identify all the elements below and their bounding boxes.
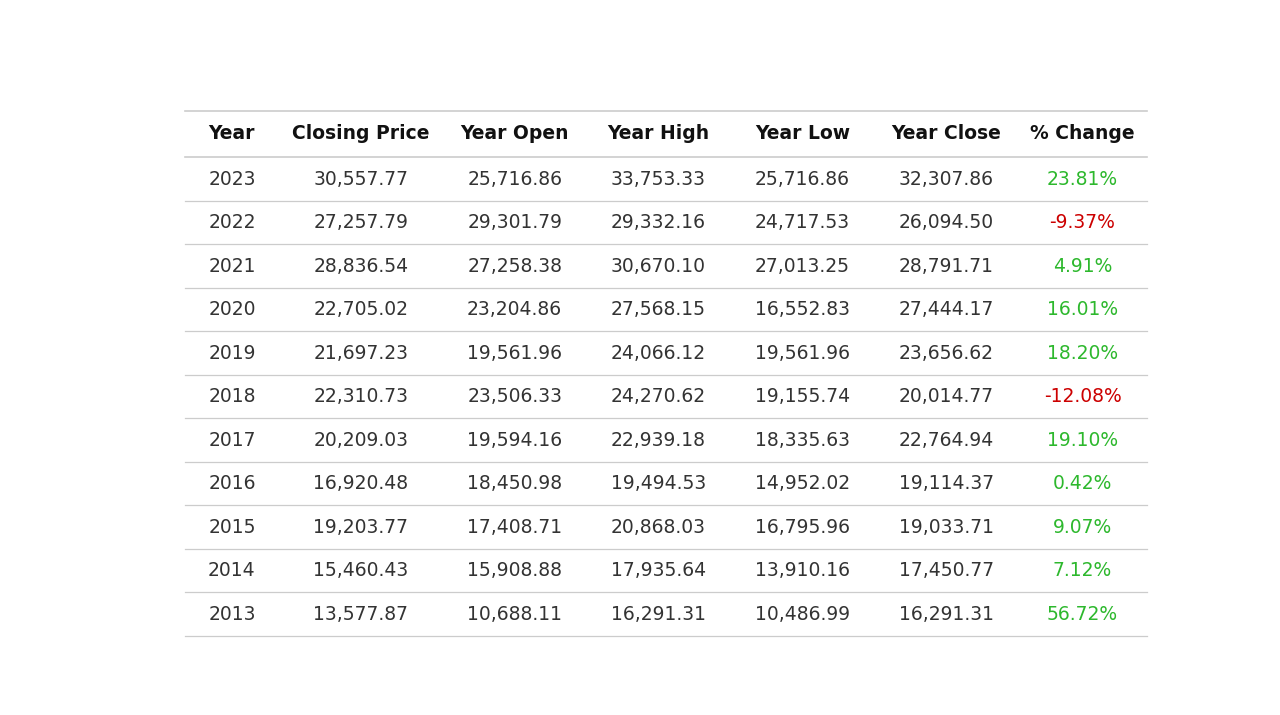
Text: Closing Price: Closing Price <box>292 124 430 144</box>
Text: 22,705.02: 22,705.02 <box>314 300 408 319</box>
Text: Year Close: Year Close <box>891 124 1001 144</box>
Text: 29,332.16: 29,332.16 <box>611 213 707 232</box>
Text: 14,952.02: 14,952.02 <box>755 474 850 493</box>
Text: 13,577.87: 13,577.87 <box>314 605 408 623</box>
Text: 22,764.94: 22,764.94 <box>899 430 993 450</box>
Text: 30,670.10: 30,670.10 <box>611 257 707 275</box>
Text: 19,155.74: 19,155.74 <box>755 387 850 406</box>
Text: % Change: % Change <box>1030 124 1135 144</box>
Text: Year Low: Year Low <box>755 124 850 144</box>
Text: 25,716.86: 25,716.86 <box>755 169 850 189</box>
Text: 2023: 2023 <box>209 169 256 189</box>
Text: Year: Year <box>209 124 255 144</box>
Text: 18,335.63: 18,335.63 <box>755 430 850 450</box>
Text: 25,716.86: 25,716.86 <box>467 169 562 189</box>
Text: 56.72%: 56.72% <box>1047 605 1119 623</box>
Text: 2015: 2015 <box>209 518 256 536</box>
Text: 22,939.18: 22,939.18 <box>611 430 707 450</box>
Text: 29,301.79: 29,301.79 <box>467 213 562 232</box>
Text: 20,014.77: 20,014.77 <box>899 387 993 406</box>
Text: -9.37%: -9.37% <box>1050 213 1115 232</box>
Text: 18.20%: 18.20% <box>1047 344 1119 363</box>
Text: 27,258.38: 27,258.38 <box>467 257 562 275</box>
Text: 16,291.31: 16,291.31 <box>899 605 993 623</box>
Text: 17,408.71: 17,408.71 <box>467 518 562 536</box>
Text: 2021: 2021 <box>209 257 256 275</box>
Text: 2017: 2017 <box>209 430 256 450</box>
Text: 19,203.77: 19,203.77 <box>314 518 408 536</box>
Text: 0.42%: 0.42% <box>1053 474 1112 493</box>
Text: 17,935.64: 17,935.64 <box>611 561 707 580</box>
Text: 19,561.96: 19,561.96 <box>467 344 562 363</box>
Text: 15,908.88: 15,908.88 <box>467 561 562 580</box>
Text: 2020: 2020 <box>209 300 256 319</box>
Text: 21,697.23: 21,697.23 <box>314 344 408 363</box>
Text: 16,552.83: 16,552.83 <box>755 300 850 319</box>
Text: 20,209.03: 20,209.03 <box>314 430 408 450</box>
Text: 10,688.11: 10,688.11 <box>467 605 562 623</box>
Text: 23,506.33: 23,506.33 <box>467 387 562 406</box>
Text: 2013: 2013 <box>209 605 256 623</box>
Text: 27,568.15: 27,568.15 <box>611 300 707 319</box>
Text: 27,013.25: 27,013.25 <box>755 257 850 275</box>
Text: 7.12%: 7.12% <box>1053 561 1112 580</box>
Text: 19,561.96: 19,561.96 <box>755 344 850 363</box>
Text: 4.91%: 4.91% <box>1053 257 1112 275</box>
Text: Year High: Year High <box>608 124 709 144</box>
Text: -12.08%: -12.08% <box>1043 387 1121 406</box>
Text: 19,494.53: 19,494.53 <box>611 474 707 493</box>
Text: 17,450.77: 17,450.77 <box>899 561 993 580</box>
Text: 19,594.16: 19,594.16 <box>467 430 562 450</box>
Text: 27,444.17: 27,444.17 <box>899 300 993 319</box>
Text: 30,557.77: 30,557.77 <box>314 169 408 189</box>
Text: 20,868.03: 20,868.03 <box>611 518 707 536</box>
Text: 2019: 2019 <box>209 344 256 363</box>
Text: 27,257.79: 27,257.79 <box>314 213 408 232</box>
Text: 16.01%: 16.01% <box>1047 300 1119 319</box>
Text: 23,204.86: 23,204.86 <box>467 300 562 319</box>
Text: 2022: 2022 <box>209 213 256 232</box>
Text: 16,795.96: 16,795.96 <box>755 518 850 536</box>
Text: 23,656.62: 23,656.62 <box>899 344 993 363</box>
Text: 2018: 2018 <box>209 387 256 406</box>
Text: 9.07%: 9.07% <box>1053 518 1112 536</box>
Text: 22,310.73: 22,310.73 <box>314 387 408 406</box>
Text: 28,791.71: 28,791.71 <box>899 257 993 275</box>
Text: 33,753.33: 33,753.33 <box>611 169 707 189</box>
Text: 16,920.48: 16,920.48 <box>314 474 408 493</box>
Text: 2014: 2014 <box>209 561 256 580</box>
Text: 13,910.16: 13,910.16 <box>755 561 850 580</box>
Text: 32,307.86: 32,307.86 <box>899 169 993 189</box>
Text: 24,270.62: 24,270.62 <box>611 387 707 406</box>
Text: 26,094.50: 26,094.50 <box>899 213 993 232</box>
Text: 15,460.43: 15,460.43 <box>314 561 408 580</box>
Text: 19,033.71: 19,033.71 <box>899 518 993 536</box>
Text: 10,486.99: 10,486.99 <box>755 605 850 623</box>
Text: 19.10%: 19.10% <box>1047 430 1119 450</box>
Text: 23.81%: 23.81% <box>1047 169 1119 189</box>
Text: 28,836.54: 28,836.54 <box>314 257 408 275</box>
Text: 16,291.31: 16,291.31 <box>611 605 707 623</box>
Text: 2016: 2016 <box>209 474 256 493</box>
Text: 24,717.53: 24,717.53 <box>755 213 850 232</box>
Text: Year Open: Year Open <box>461 124 568 144</box>
Text: 24,066.12: 24,066.12 <box>611 344 707 363</box>
Text: 19,114.37: 19,114.37 <box>899 474 993 493</box>
Text: 18,450.98: 18,450.98 <box>467 474 562 493</box>
